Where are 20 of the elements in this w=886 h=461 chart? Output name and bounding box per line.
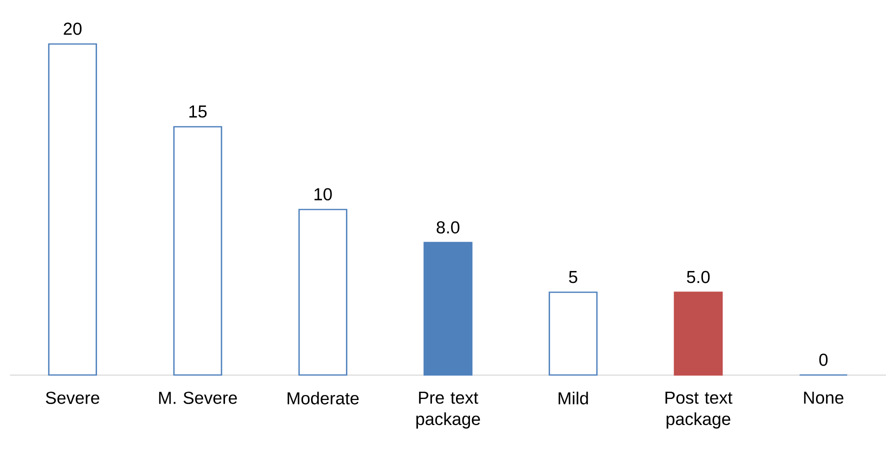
x-tick-label: Pre text package <box>416 392 480 429</box>
x-tick-label: Mild <box>558 392 588 404</box>
data-label: 8.0 <box>436 221 460 234</box>
x-tick-label: Moderate <box>288 392 359 404</box>
x-tick-label: Severe <box>46 392 100 404</box>
bar <box>173 126 222 376</box>
bar <box>548 292 598 376</box>
x-tick-label: Post text package <box>666 392 732 429</box>
bar <box>674 292 723 376</box>
bar <box>48 43 98 376</box>
x-tick-label: M. Severe <box>159 392 237 404</box>
data-label: 10 <box>314 188 332 200</box>
data-label: 0 <box>819 354 828 366</box>
bar <box>298 208 348 376</box>
data-label: 15 <box>189 106 207 118</box>
data-label: 5 <box>569 271 578 284</box>
data-label: 5.0 <box>686 270 710 284</box>
data-label: 20 <box>64 22 82 35</box>
x-tick-label: None <box>804 392 844 404</box>
bar <box>424 242 472 376</box>
